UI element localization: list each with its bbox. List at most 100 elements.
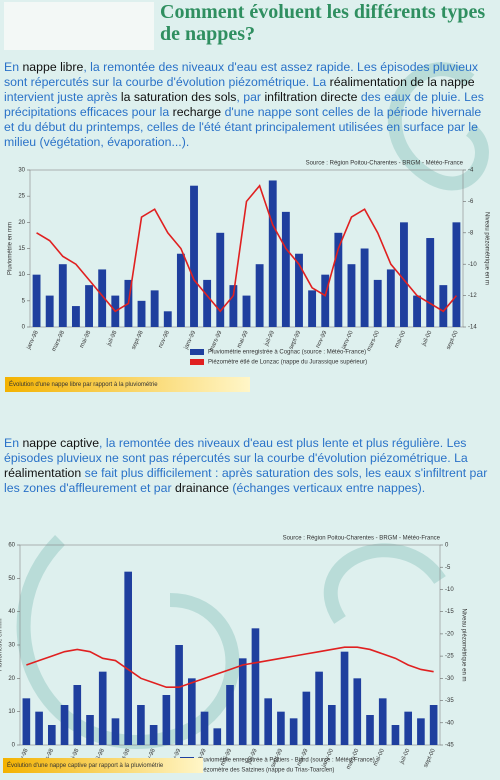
bar bbox=[439, 285, 448, 327]
bar bbox=[73, 685, 82, 745]
legend-label: Piézomètre des Satzines (nappe du Trias-… bbox=[198, 768, 334, 774]
text-run: infiltration directe bbox=[264, 90, 358, 104]
bar bbox=[229, 285, 238, 327]
x-tick-label: sept-00 bbox=[446, 329, 460, 350]
bar bbox=[340, 651, 349, 745]
text-run: , la remontée des niveaux d'eau est asse… bbox=[4, 60, 479, 89]
bar bbox=[22, 698, 31, 745]
x-tick-label: nov-98 bbox=[158, 329, 171, 349]
caption: Évolution d'une nappe captive par rappor… bbox=[7, 762, 164, 769]
text-run: recharge bbox=[172, 105, 222, 119]
caption-box bbox=[3, 758, 203, 773]
caption: Évolution d'une nappe libre par rapport … bbox=[9, 381, 158, 388]
text-run: En bbox=[4, 436, 23, 450]
y2-tick-label: -4 bbox=[468, 168, 474, 174]
bar bbox=[353, 678, 362, 745]
y2-tick-label: -6 bbox=[468, 199, 474, 205]
bar bbox=[378, 698, 387, 745]
text-run: En bbox=[4, 60, 23, 74]
text-run: réalimentation bbox=[4, 466, 82, 480]
y2-tick-label: -30 bbox=[445, 676, 454, 682]
y2-tick-label: -45 bbox=[445, 743, 454, 749]
y2-tick-label: -10 bbox=[468, 262, 477, 268]
y-tick-label: 25 bbox=[18, 194, 25, 200]
bar bbox=[150, 290, 159, 327]
y-tick-label: 60 bbox=[8, 543, 15, 549]
y-tick-label: 30 bbox=[18, 168, 25, 174]
bar bbox=[45, 295, 54, 327]
bar bbox=[347, 264, 356, 327]
bar bbox=[98, 269, 107, 327]
bar bbox=[35, 711, 43, 745]
bar bbox=[321, 274, 330, 327]
line bbox=[26, 646, 434, 689]
bar bbox=[163, 311, 172, 327]
text-run: la saturation des sols bbox=[120, 90, 237, 104]
x-tick-label: janv-99 bbox=[183, 329, 197, 351]
bar bbox=[277, 711, 285, 745]
bar bbox=[60, 705, 69, 745]
bar bbox=[200, 711, 209, 745]
bar bbox=[386, 269, 395, 327]
bar bbox=[175, 645, 183, 745]
y-tick-label: 15 bbox=[18, 246, 25, 252]
y2-tick-label: -15 bbox=[445, 609, 454, 615]
bar bbox=[85, 285, 93, 327]
y-axis-title: Pluviométrie en mm bbox=[0, 618, 4, 671]
y2-tick-label: -8 bbox=[468, 230, 474, 236]
y2-tick-label: -20 bbox=[445, 631, 454, 637]
y-tick-label: 10 bbox=[8, 709, 15, 715]
bar bbox=[48, 725, 56, 745]
y-tick-label: 20 bbox=[8, 676, 15, 682]
bar bbox=[176, 253, 185, 327]
bar bbox=[391, 725, 400, 745]
bar bbox=[417, 718, 425, 745]
bar bbox=[162, 695, 171, 745]
y-tick-label: 0 bbox=[22, 325, 26, 331]
bar bbox=[268, 180, 277, 327]
bar bbox=[111, 718, 120, 745]
text-run: réalimentation de la nappe bbox=[329, 75, 475, 89]
text-run: des eaux de pluie. Les précipitations ef… bbox=[4, 90, 484, 119]
text-run: (échanges verticaux entre nappes). bbox=[228, 481, 426, 495]
source: Source : Région Poitou-Charentes - BRGM … bbox=[283, 536, 441, 542]
bar bbox=[315, 671, 323, 745]
y-tick-label: 20 bbox=[18, 220, 25, 226]
text-run: d'une nappe sont celles de la période hi… bbox=[4, 105, 482, 149]
background-swirls bbox=[16, 62, 489, 749]
x-tick-label: juil-00 bbox=[399, 747, 412, 766]
bar bbox=[242, 295, 251, 327]
bar bbox=[86, 715, 94, 745]
bar bbox=[190, 185, 198, 327]
legend-label: Piézomètre étlé de Lonzac (nappe du Jura… bbox=[208, 360, 367, 366]
bar bbox=[137, 705, 145, 745]
x-tick-label: sept-98 bbox=[131, 329, 145, 350]
y-tick-label: 50 bbox=[8, 576, 15, 582]
bar bbox=[400, 222, 408, 327]
x-tick-label: mai-98 bbox=[79, 329, 92, 349]
text-run: drainance bbox=[174, 481, 229, 495]
bar bbox=[302, 691, 311, 745]
x-tick-label: juil-99 bbox=[263, 329, 276, 348]
y2-axis-title: Niveau piézométrique en m bbox=[460, 608, 466, 681]
bar bbox=[238, 658, 247, 745]
y2-tick-label: -10 bbox=[445, 587, 454, 593]
y2-axis-title: Niveau piézométrique en m bbox=[483, 212, 489, 285]
title-panel bbox=[4, 2, 154, 50]
bar bbox=[32, 274, 41, 327]
text-run: nappe libre bbox=[22, 60, 84, 74]
legend-swatch bbox=[190, 349, 204, 355]
y-tick-label: 40 bbox=[8, 609, 15, 615]
y2-tick-label: -35 bbox=[445, 698, 454, 704]
y2-tick-label: -40 bbox=[445, 720, 454, 726]
x-tick-label: juil-98 bbox=[106, 329, 119, 348]
bar bbox=[360, 248, 369, 327]
bar bbox=[429, 705, 438, 745]
text-run: , par bbox=[236, 90, 265, 104]
y2-tick-label: 0 bbox=[445, 543, 449, 549]
x-tick-label: juil-00 bbox=[421, 329, 434, 348]
x-tick-label: mai-99 bbox=[237, 329, 250, 349]
y-tick-label: 0 bbox=[12, 743, 16, 749]
paragraph: En nappe captive, la remontée des niveau… bbox=[4, 436, 494, 496]
